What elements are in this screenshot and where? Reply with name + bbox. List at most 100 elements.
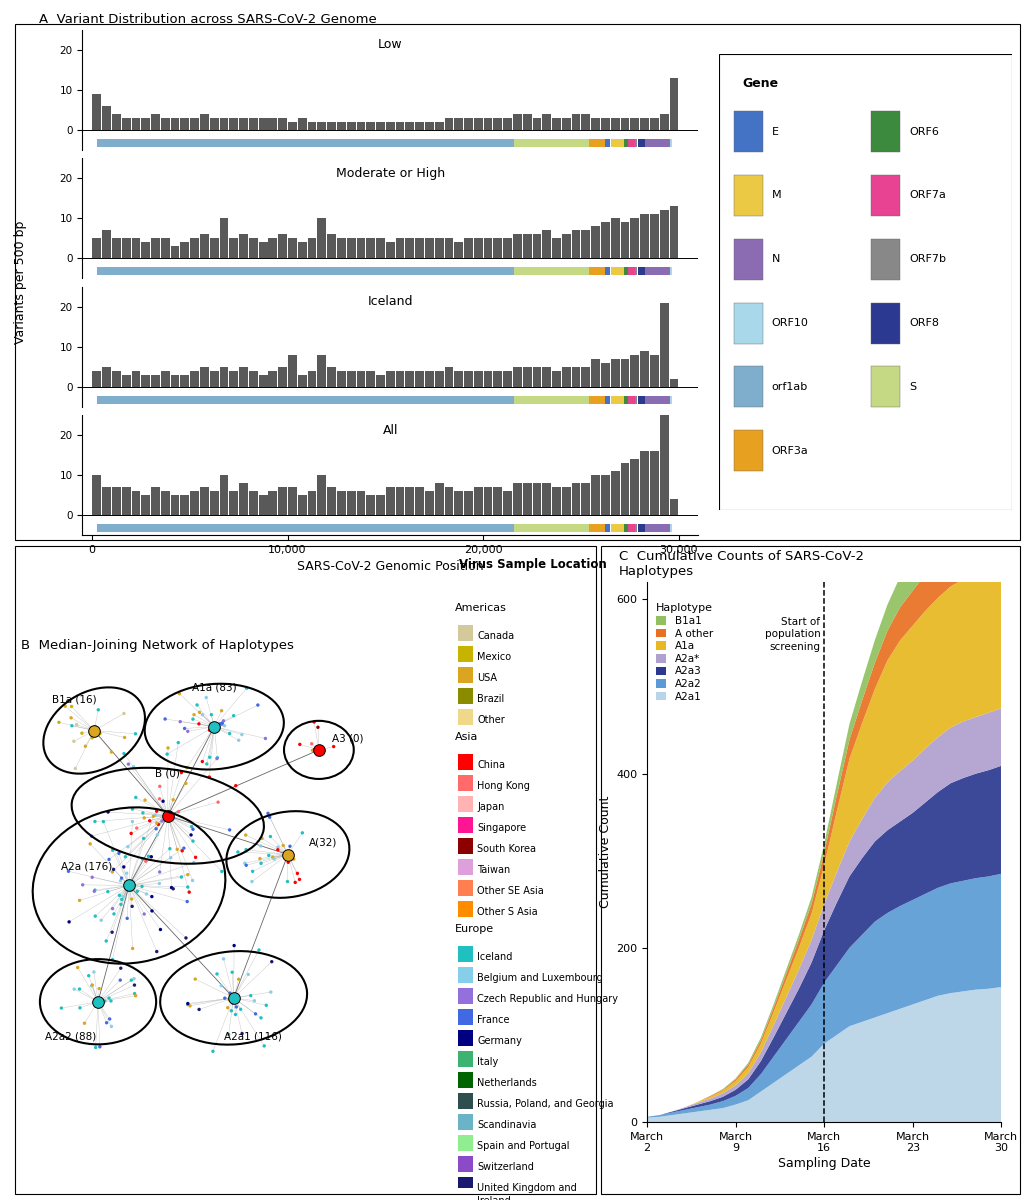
Point [216,949,232,968]
Bar [92,371,102,386]
Bar [259,496,267,515]
Bar [645,396,670,403]
Bar [298,118,307,130]
Bar [131,371,141,386]
Point [113,959,129,978]
Point [251,941,267,960]
Bar [337,491,346,515]
Bar [298,242,307,258]
Bar [588,268,605,275]
Bar [220,218,228,258]
Point [149,814,165,833]
Bar [503,118,512,130]
Point [180,995,196,1014]
Point [275,836,292,856]
X-axis label: Sampling Date: Sampling Date [777,1158,871,1170]
Point [119,908,136,928]
Bar [640,350,649,386]
Bar [572,367,580,386]
Point [71,890,87,910]
Bar [640,215,649,258]
Bar [659,415,669,515]
Point [182,996,198,1015]
Text: B (0): B (0) [155,768,180,778]
Point [165,809,182,828]
Point [137,791,153,810]
Bar [638,139,645,146]
Bar [592,227,600,258]
Text: A(32): A(32) [308,838,337,848]
Point [159,744,176,763]
Point [91,979,108,998]
Point [117,847,134,866]
Point [210,748,226,767]
Point [72,998,88,1018]
Bar [514,484,522,515]
Bar [131,239,141,258]
Bar [533,234,541,258]
Point [92,911,109,930]
Bar [288,122,297,130]
Bar [328,234,336,258]
Point [118,864,135,883]
Text: Singapore: Singapore [478,823,526,833]
Point [174,841,190,860]
Point [210,792,226,811]
Bar [367,122,375,130]
Point [162,848,179,868]
Bar [733,110,763,152]
Bar [317,122,327,130]
Point [66,979,82,998]
Point [254,829,270,848]
Bar [659,210,669,258]
Point [124,812,141,832]
Point [265,847,281,866]
Bar [620,118,630,130]
Bar [562,234,571,258]
Bar [458,709,472,725]
Bar [620,222,630,258]
Bar [627,139,635,146]
Bar [356,239,366,258]
Bar [122,487,130,515]
Point [136,905,152,924]
Point [91,1037,108,1056]
Bar [458,775,472,791]
Point [67,758,83,778]
Text: Moderate or High: Moderate or High [336,167,445,180]
Bar [484,371,493,386]
Point [244,862,261,881]
Bar [376,374,385,386]
Bar [458,989,472,1004]
Bar [367,239,375,258]
Bar [588,396,605,403]
Point [203,706,220,725]
Bar [458,817,472,833]
Point [66,732,82,751]
Point [149,942,165,961]
Point [264,952,280,971]
Bar [220,475,228,515]
Point [194,752,211,772]
Bar [670,379,678,386]
Text: Germany: Germany [478,1036,522,1046]
Text: Americas: Americas [455,602,506,613]
Bar [415,371,424,386]
Text: Ireland: Ireland [478,1195,511,1200]
Bar [200,487,208,515]
Point [224,990,240,1009]
Bar [484,239,493,258]
Bar [239,367,248,386]
Bar [259,242,267,258]
Point [161,839,178,858]
Point [309,745,326,764]
Bar [249,491,258,515]
Bar [122,118,130,130]
Point [152,920,168,940]
Text: A  Variant Distribution across SARS-CoV-2 Genome: A Variant Distribution across SARS-CoV-2… [39,13,377,26]
Point [236,853,253,872]
Bar [611,472,619,515]
Bar [200,234,208,258]
Bar [98,524,514,532]
Text: ORF7a: ORF7a [909,191,946,200]
